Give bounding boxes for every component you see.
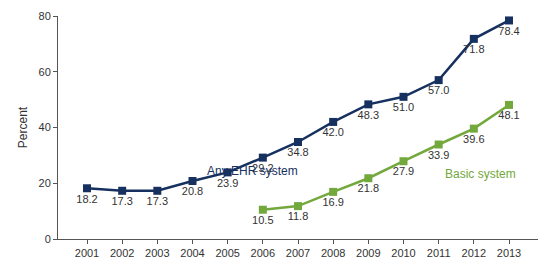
svg-text:16.9: 16.9 — [322, 196, 343, 208]
svg-text:57.0: 57.0 — [428, 84, 449, 96]
svg-text:2010: 2010 — [391, 247, 415, 259]
svg-text:2003: 2003 — [145, 247, 169, 259]
svg-text:2013: 2013 — [497, 247, 521, 259]
svg-text:11.8: 11.8 — [288, 210, 309, 222]
svg-text:51.0: 51.0 — [393, 101, 414, 113]
svg-text:34.8: 34.8 — [287, 146, 308, 158]
svg-text:23.9: 23.9 — [217, 177, 238, 189]
svg-text:29.2: 29.2 — [252, 162, 273, 174]
svg-text:39.6: 39.6 — [463, 133, 484, 145]
svg-text:0: 0 — [45, 233, 51, 245]
svg-text:Any EHR system: Any EHR system — [207, 164, 298, 178]
svg-text:21.8: 21.8 — [358, 182, 379, 194]
svg-text:2008: 2008 — [321, 247, 345, 259]
svg-text:78.4: 78.4 — [498, 25, 519, 37]
svg-text:17.3: 17.3 — [147, 195, 168, 207]
svg-text:2006: 2006 — [251, 247, 275, 259]
svg-text:Basic system: Basic system — [445, 167, 516, 181]
svg-text:48.3: 48.3 — [358, 109, 379, 121]
svg-text:42.0: 42.0 — [322, 126, 343, 138]
svg-text:60: 60 — [39, 66, 51, 78]
svg-text:2012: 2012 — [462, 247, 486, 259]
svg-text:2005: 2005 — [215, 247, 239, 259]
svg-text:27.9: 27.9 — [393, 165, 414, 177]
svg-text:71.8: 71.8 — [463, 43, 484, 55]
svg-text:18.2: 18.2 — [76, 193, 97, 205]
svg-text:2011: 2011 — [427, 247, 451, 259]
svg-text:10.5: 10.5 — [252, 214, 273, 226]
svg-text:2009: 2009 — [356, 247, 380, 259]
svg-text:80: 80 — [39, 10, 51, 22]
svg-text:Percent: Percent — [16, 106, 30, 148]
svg-text:40: 40 — [39, 121, 51, 133]
svg-text:2007: 2007 — [286, 247, 310, 259]
svg-text:20.8: 20.8 — [182, 185, 203, 197]
svg-text:33.9: 33.9 — [428, 149, 449, 161]
svg-text:20: 20 — [39, 177, 51, 189]
svg-text:48.1: 48.1 — [498, 109, 519, 121]
svg-text:2002: 2002 — [110, 247, 134, 259]
svg-text:2004: 2004 — [180, 247, 204, 259]
svg-text:17.3: 17.3 — [111, 195, 132, 207]
svg-text:2001: 2001 — [75, 247, 99, 259]
